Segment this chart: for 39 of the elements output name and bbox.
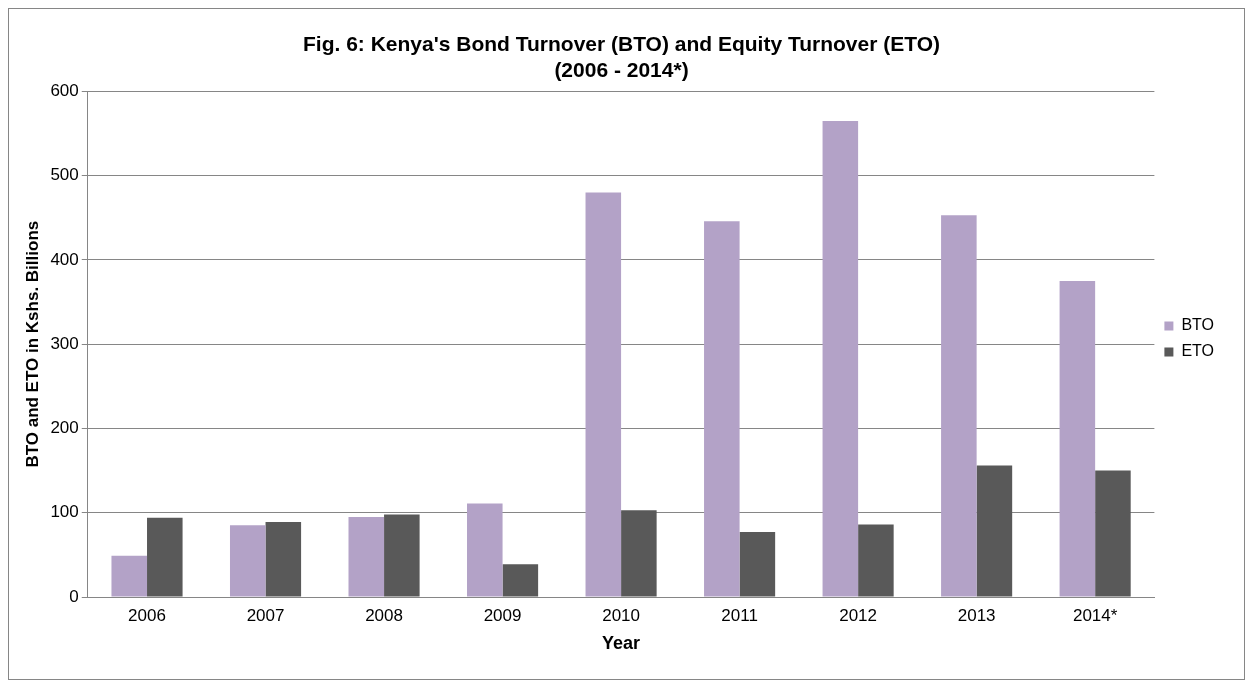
bar <box>1059 281 1096 597</box>
bar <box>822 120 859 597</box>
x-tick-label: 2006 <box>128 605 166 625</box>
bar <box>229 525 266 597</box>
bar <box>704 221 740 597</box>
y-tick-label: 400 <box>50 249 79 269</box>
bar <box>976 465 1013 597</box>
bar <box>502 564 539 597</box>
bar <box>585 192 622 597</box>
x-axis-title: Year <box>602 633 641 654</box>
bar <box>1095 470 1131 597</box>
x-tick-label: 2011 <box>721 605 758 625</box>
x-tick-label: 2014* <box>1072 605 1118 625</box>
y-axis-title: BTO and ETO in Kshs. Billions <box>22 220 42 468</box>
bar <box>941 215 977 597</box>
bar <box>348 516 385 597</box>
y-tick-label: 300 <box>50 333 79 353</box>
y-tick-label: 600 <box>50 81 79 101</box>
bar <box>739 532 776 597</box>
y-tick-label: 200 <box>50 418 79 438</box>
x-tick-label: 2009 <box>483 605 522 625</box>
y-tick-label: 500 <box>50 165 79 185</box>
x-tick-label: 2008 <box>365 605 403 625</box>
x-tick-label: 2007 <box>246 605 285 625</box>
x-tick-label: 2013 <box>957 605 996 625</box>
y-tick-label: 0 <box>69 586 79 606</box>
legend-label: BTO <box>1181 316 1215 334</box>
bar <box>147 517 183 597</box>
x-tick-label: 2012 <box>839 605 878 625</box>
legend-label: ETO <box>1181 342 1215 360</box>
y-tick-label: 100 <box>50 502 79 522</box>
x-tick-label: 2010 <box>602 605 640 625</box>
bar <box>384 514 420 597</box>
bar <box>621 510 657 597</box>
bar <box>858 524 894 597</box>
chart-title: Fig. 6: Kenya's Bond Turnover (BTO) and Equity Turnover (ETO) (2006 - 2014*) <box>303 32 940 81</box>
bar <box>265 522 302 597</box>
bar <box>111 555 148 597</box>
bar <box>467 503 503 597</box>
